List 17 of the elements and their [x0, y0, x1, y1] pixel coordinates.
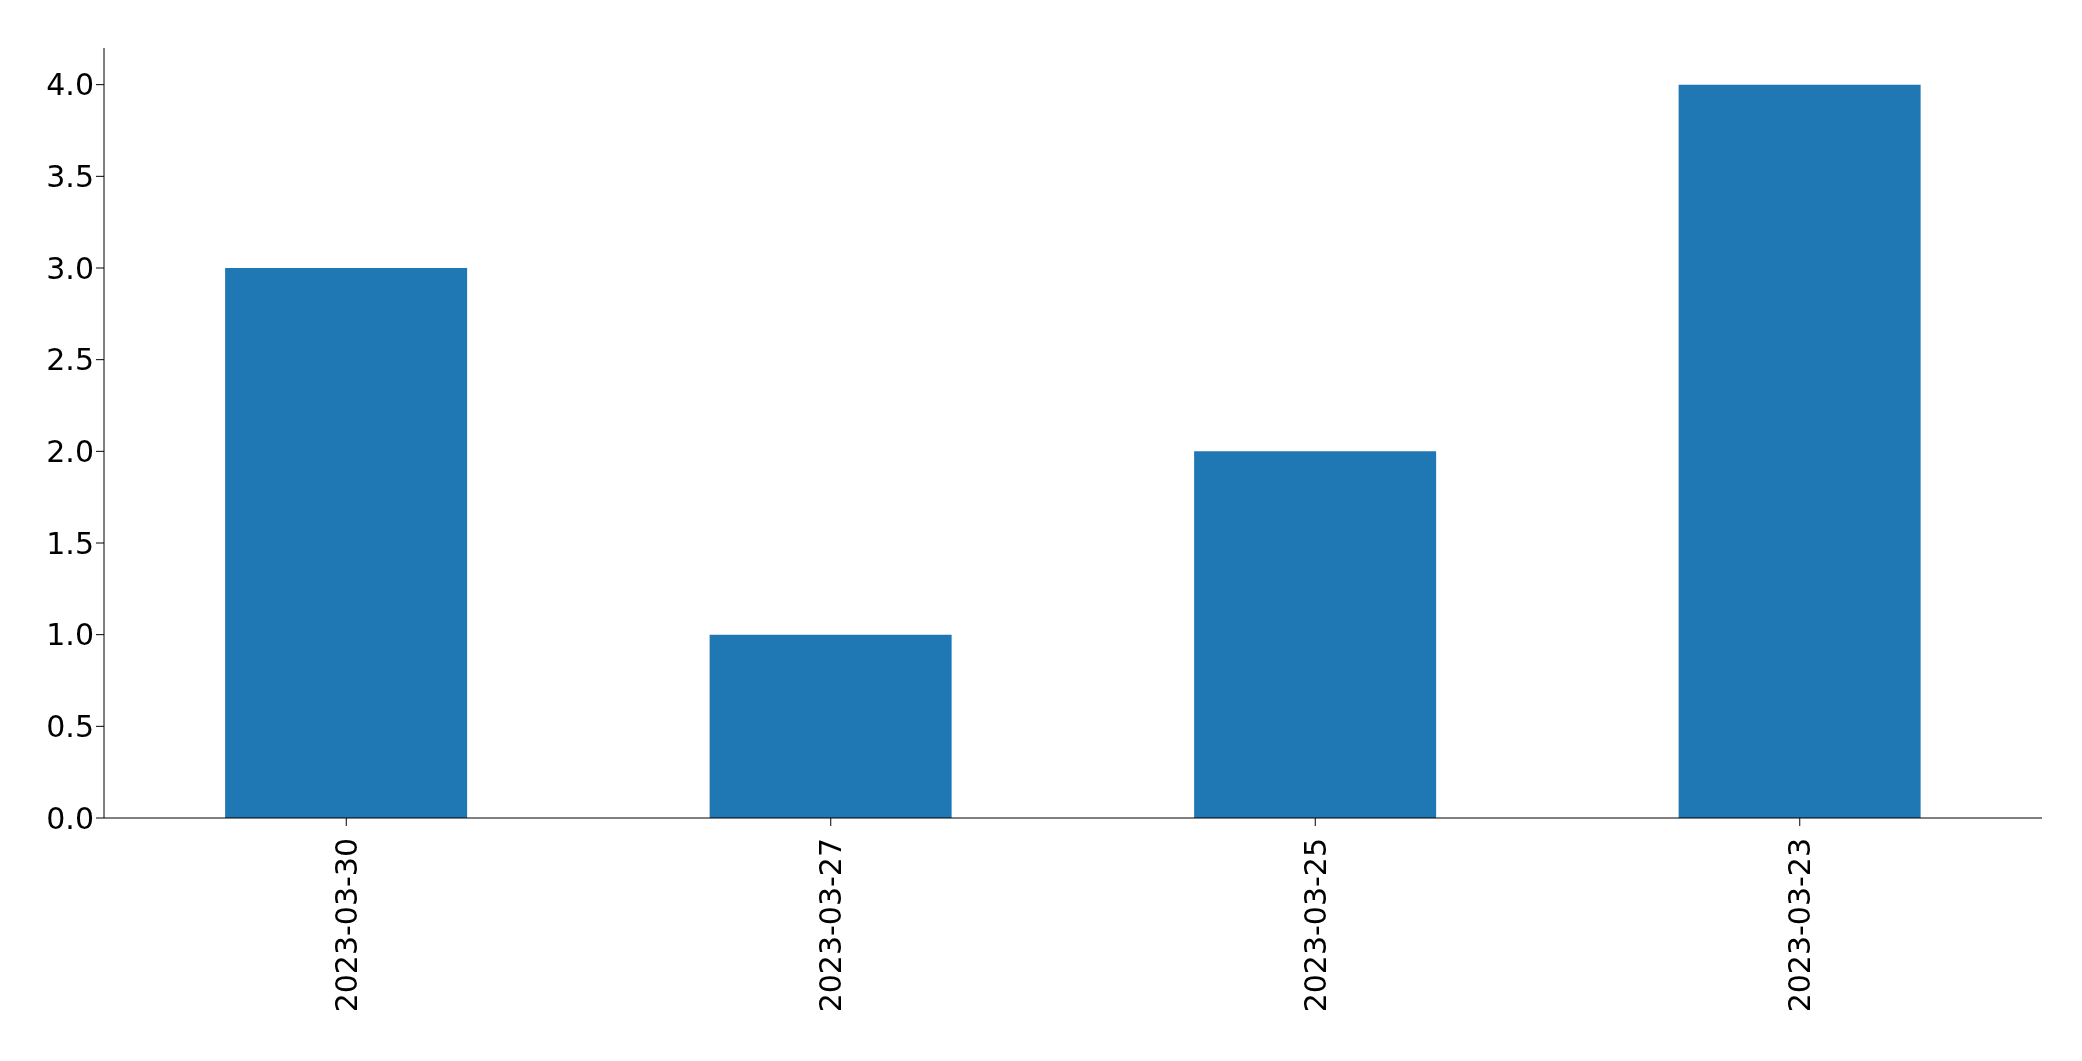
y-tick-label: 4.0	[46, 67, 94, 103]
bar	[225, 268, 468, 818]
y-tick-label: 2.5	[46, 342, 94, 378]
bar	[1678, 84, 1921, 818]
x-tick-label: 2023-03-27	[813, 838, 849, 1013]
x-tick-label: 2023-03-25	[1297, 838, 1333, 1013]
y-tick-label: 0.5	[46, 708, 94, 744]
bar	[709, 634, 952, 818]
y-tick-label: 3.5	[46, 158, 94, 194]
x-tick-label: 2023-03-30	[328, 838, 364, 1013]
y-tick-label: 2.0	[46, 433, 94, 469]
y-tick-label: 3.0	[46, 250, 94, 286]
y-tick-label: 1.0	[46, 617, 94, 653]
y-tick-label: 1.5	[46, 525, 94, 561]
x-tick-label: 2023-03-23	[1782, 838, 1818, 1013]
y-tick-label: 0.0	[46, 800, 94, 836]
bar	[1194, 451, 1437, 818]
